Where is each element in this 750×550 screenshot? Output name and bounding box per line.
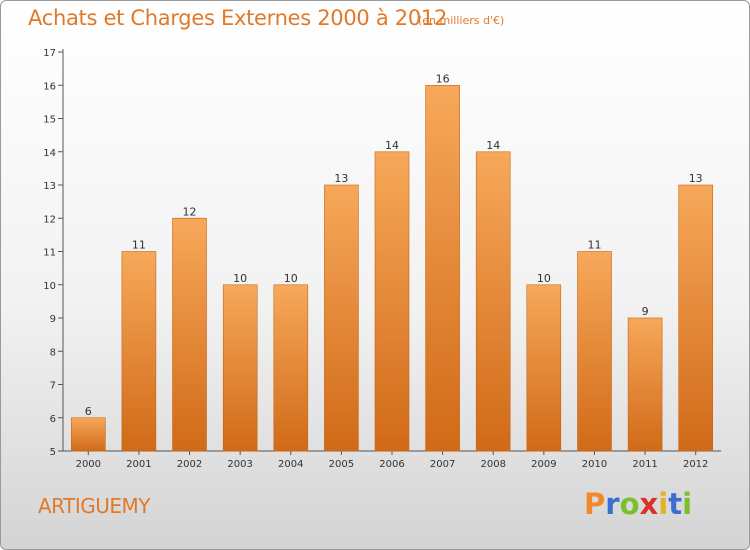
x-tick-label: 2011 — [632, 459, 657, 470]
chart-subtitle: (en milliers d'€) — [418, 14, 505, 27]
y-tick-label: 12 — [43, 214, 56, 225]
y-tick-label: 8 — [50, 347, 56, 358]
bar-2008 — [475, 151, 511, 452]
bar-2012 — [678, 184, 714, 452]
bar-2000 — [71, 417, 106, 452]
logo-letter: i — [682, 487, 693, 521]
bar-2011 — [627, 317, 663, 452]
value-label: 13 — [689, 172, 703, 185]
x-tick-label: 2009 — [531, 459, 556, 470]
bar-2004 — [273, 284, 309, 452]
bar-2009 — [526, 284, 562, 452]
logo-letter: t — [668, 487, 683, 521]
bar-2005 — [324, 184, 359, 452]
x-tick-label: 2004 — [278, 459, 303, 470]
bar-2007 — [425, 85, 460, 452]
chart-labels: 2000 6 2001 11 2002 12 2003 10 2004 10 2005 13 2006 1… — [76, 72, 709, 470]
logo-letter: i — [658, 487, 669, 521]
value-label: 11 — [132, 239, 146, 252]
value-label: 10 — [537, 272, 551, 285]
y-tick-label: 10 — [43, 281, 56, 292]
bar-2003 — [222, 284, 258, 452]
y-tick-label: 7 — [50, 381, 56, 392]
x-tick-label: 2000 — [76, 459, 101, 470]
x-tick-label: 2008 — [481, 459, 506, 470]
y-tick-label: 6 — [50, 414, 56, 425]
x-tick-label: 2003 — [227, 459, 252, 470]
value-label: 11 — [587, 239, 601, 252]
y-tick-label: 16 — [43, 81, 56, 92]
x-tick-label: 2001 — [126, 459, 151, 470]
value-label: 16 — [436, 72, 450, 85]
chart-bars — [71, 85, 714, 452]
value-label: 10 — [233, 272, 247, 285]
proxiti-logo[interactable]: Proxiti — [584, 487, 692, 521]
y-tick-label: 5 — [50, 447, 56, 458]
value-label: 10 — [284, 272, 298, 285]
bar-2001 — [121, 251, 157, 452]
logo-letter: r — [605, 487, 620, 521]
x-tick-label: 2006 — [379, 459, 404, 470]
y-tick-label: 15 — [43, 115, 56, 126]
value-label: 12 — [183, 205, 197, 218]
logo-letter: x — [639, 487, 659, 521]
chart-title: Achats et Charges Externes 2000 à 2012 — [28, 6, 448, 30]
logo-letter: P — [584, 487, 606, 521]
value-label: 6 — [85, 405, 92, 418]
y-tick-label: 11 — [43, 248, 56, 259]
value-label: 9 — [642, 305, 649, 318]
y-tick-label: 14 — [43, 148, 56, 159]
x-tick-label: 2002 — [177, 459, 202, 470]
bar-2002 — [172, 217, 207, 452]
y-tick-label: 13 — [43, 181, 56, 192]
bar-2006 — [374, 151, 410, 452]
x-tick-label: 2012 — [683, 459, 708, 470]
x-tick-label: 2010 — [582, 459, 607, 470]
x-tick-label: 2007 — [430, 459, 455, 470]
bar-2010 — [577, 251, 612, 452]
y-tick-label: 9 — [50, 314, 56, 325]
x-tick-label: 2005 — [329, 459, 354, 470]
commune-name: ARTIGUEMY — [38, 494, 150, 518]
value-label: 13 — [334, 172, 348, 185]
logo-letter: o — [619, 487, 640, 521]
y-tick-label: 17 — [43, 48, 56, 59]
value-label: 14 — [486, 139, 500, 152]
value-label: 14 — [385, 139, 399, 152]
